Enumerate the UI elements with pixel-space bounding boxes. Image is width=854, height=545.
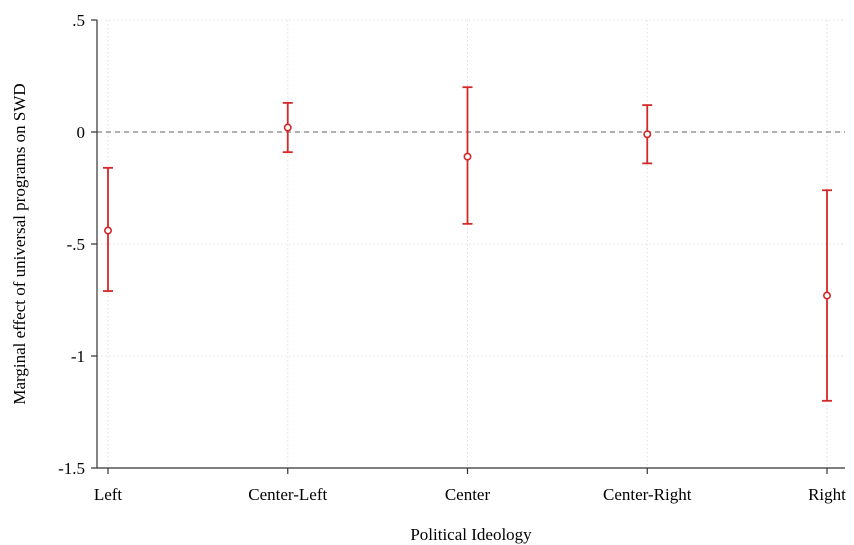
x-tick-label: Center — [445, 485, 491, 504]
y-tick-label: 0 — [77, 123, 86, 142]
data-marks — [103, 86, 832, 402]
y-ticks: .5 0 -.5 -1 -1.5 — [58, 11, 97, 478]
point-estimate — [822, 291, 831, 300]
point-estimate — [643, 130, 652, 139]
y-axis-title: Marginal effect of universal programs on… — [10, 83, 29, 404]
x-axis-title: Political Ideology — [410, 525, 532, 544]
y-tick-label: -1 — [71, 347, 85, 366]
y-tick-label: -1.5 — [58, 459, 85, 478]
y-tick-label: -.5 — [67, 235, 85, 254]
x-tick-label: Center-Right — [603, 485, 692, 504]
x-ticks: Left Center-Left Center Center-Right Right — [94, 468, 846, 504]
point-estimate — [463, 152, 472, 161]
x-tick-label: Center-Left — [248, 485, 327, 504]
x-tick-label: Right — [808, 485, 846, 504]
x-tick-label: Left — [94, 485, 123, 504]
y-tick-label: .5 — [72, 11, 85, 30]
point-estimate — [104, 226, 113, 235]
point-estimate — [283, 123, 292, 132]
